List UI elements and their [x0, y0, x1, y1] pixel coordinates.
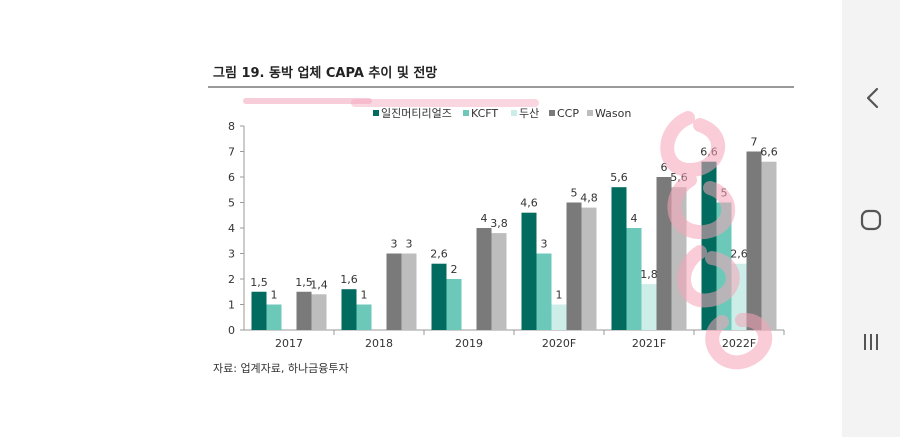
- bar-2021F-두산: [641, 284, 657, 330]
- data-label: 1: [361, 289, 368, 302]
- bar-2017-CCP: [296, 291, 312, 330]
- system-navigation-bar: [842, 0, 900, 437]
- y-tick-label: 7: [228, 146, 235, 159]
- home-button[interactable]: [846, 198, 896, 242]
- y-tick-label: 1: [228, 299, 235, 312]
- chevron-left-icon: [866, 87, 879, 109]
- data-label: 4: [631, 212, 638, 225]
- x-tick-label-2020F: 2020F: [542, 337, 576, 350]
- back-button[interactable]: [846, 76, 896, 120]
- y-tick-label: 3: [228, 248, 235, 261]
- x-tick-label-2017: 2017: [275, 337, 303, 350]
- x-tick-label-2021F: 2021F: [632, 337, 666, 350]
- bar-2019-Wason: [491, 233, 507, 330]
- bar-2019-일진머티리얼즈: [431, 263, 447, 330]
- bar-2022F-Wason: [761, 161, 777, 330]
- data-label: 3,8: [490, 217, 508, 230]
- bar-2018-Wason: [401, 253, 417, 330]
- bar-2018-일진머티리얼즈: [341, 289, 357, 330]
- legend-label-KCFT: KCFT: [471, 107, 498, 120]
- bar-2022F-두산: [731, 263, 747, 330]
- data-label: 7: [751, 136, 758, 149]
- legend-swatch-CCP: [549, 110, 555, 116]
- bar-2020F-KCFT: [536, 253, 552, 330]
- recents-button[interactable]: [846, 320, 896, 364]
- data-label: 5: [571, 187, 578, 200]
- data-label: 6,6: [760, 146, 778, 159]
- legend-swatch-KCFT: [463, 110, 469, 116]
- data-label: 1: [556, 289, 563, 302]
- bar-2019-CCP: [476, 228, 492, 330]
- data-label: 4,6: [520, 197, 538, 210]
- document-page: 그림 19. 동박 업체 CAPA 추이 및 전망 0 1 2 3 4 5 6 7 8 1,5 1 1…: [208, 66, 794, 375]
- y-tick-label: 8: [228, 120, 235, 133]
- y-tick-label: 6: [228, 171, 235, 184]
- data-label: 6: [661, 161, 668, 174]
- data-label: 2,6: [730, 248, 748, 261]
- title-divider: [208, 86, 794, 88]
- source-note: 자료: 업계자료, 하나금융투자: [213, 362, 349, 375]
- y-tick-label: 4: [228, 222, 235, 235]
- data-label: 6,6: [700, 146, 718, 159]
- legend-label-두산: 두산: [519, 107, 539, 120]
- bar-2017-일진머티리얼즈: [251, 291, 267, 330]
- data-label: 4,8: [580, 192, 598, 205]
- bar-2017-KCFT: [266, 304, 282, 330]
- x-tick-label-2022F: 2022F: [722, 337, 756, 350]
- bar-2022F-일진머티리얼즈: [701, 161, 717, 330]
- bar-2021F-Wason: [671, 187, 687, 330]
- y-tick-label: 0: [228, 324, 235, 337]
- y-tick-label: 2: [228, 273, 235, 286]
- data-label: 5,6: [610, 171, 628, 184]
- legend-swatch-두산: [511, 110, 517, 116]
- bar-2021F-KCFT: [626, 228, 642, 330]
- circle-home-icon: [860, 209, 882, 231]
- bar-2021F-일진머티리얼즈: [611, 187, 627, 330]
- data-label: 5: [721, 187, 728, 200]
- data-label: 1,6: [340, 273, 358, 286]
- bar-2021F-CCP: [656, 177, 672, 330]
- data-label: 3: [541, 238, 548, 251]
- y-tick-label: 5: [228, 197, 235, 210]
- data-label: 1,8: [640, 268, 658, 281]
- bar-2020F-일진머티리얼즈: [521, 212, 537, 330]
- data-label: 4: [481, 212, 488, 225]
- x-tick-label-2018: 2018: [365, 337, 393, 350]
- bar-2018-KCFT: [356, 304, 372, 330]
- legend-label-Wason: Wason: [595, 107, 631, 120]
- data-label: 1,5: [295, 276, 313, 289]
- data-label: 2: [451, 263, 458, 276]
- legend-label-일진머티리얼즈: 일진머티리얼즈: [381, 106, 452, 120]
- data-label: 3: [406, 238, 413, 251]
- bar-2020F-Wason: [581, 207, 597, 330]
- legend-label-CCP: CCP: [557, 107, 579, 120]
- figure-title: 그림 19. 동박 업체 CAPA 추이 및 전망: [213, 66, 438, 81]
- data-label: 1: [271, 289, 278, 302]
- legend-swatch-일진머티리얼즈: [373, 110, 379, 116]
- three-lines-icon: [864, 334, 878, 350]
- data-label: 1,4: [310, 278, 328, 291]
- bar-2020F-CCP: [566, 202, 582, 330]
- x-tick-label-2019: 2019: [455, 337, 483, 350]
- bar-2020F-두산: [551, 304, 567, 330]
- bar-2019-KCFT: [446, 279, 462, 330]
- bar-2022F-CCP: [746, 151, 762, 330]
- legend-swatch-Wason: [587, 110, 593, 116]
- bar-2022F-KCFT: [716, 202, 732, 330]
- data-label: 1,5: [250, 276, 268, 289]
- bar-2017-Wason: [311, 294, 327, 330]
- data-label: 3: [391, 238, 398, 251]
- data-label: 2,6: [430, 248, 448, 261]
- data-label: 5,6: [670, 171, 688, 184]
- bar-2018-CCP: [386, 253, 402, 330]
